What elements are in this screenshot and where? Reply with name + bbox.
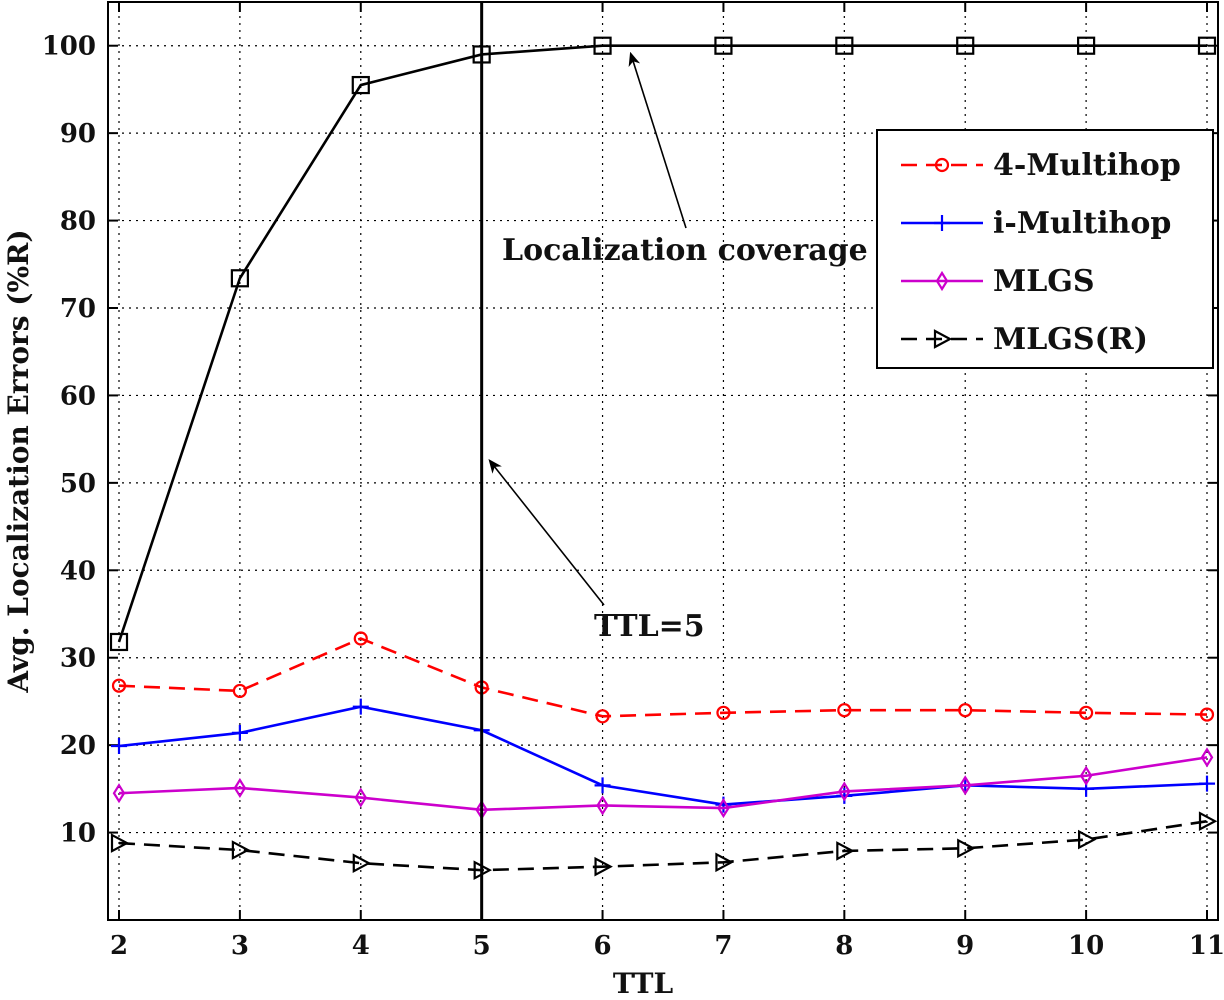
data-point-mlgs-r bbox=[1078, 829, 1097, 850]
legend-marker-mlgs-r bbox=[933, 329, 953, 349]
series-mlgs bbox=[112, 747, 1214, 820]
x-tick-label: 11 bbox=[1189, 931, 1224, 961]
data-point-i-multihop bbox=[1199, 775, 1215, 792]
data-point-mlgs bbox=[112, 783, 126, 804]
data-point-mlgs bbox=[596, 795, 609, 816]
legend-box bbox=[876, 129, 1214, 369]
data-point-4-multihop bbox=[716, 705, 731, 720]
legend-item-mlgs-r: MLGS(R) bbox=[901, 322, 1148, 357]
data-point-4-multihop bbox=[837, 703, 852, 718]
data-point-localization-coverage bbox=[1197, 36, 1217, 55]
series-4-multihop bbox=[111, 631, 1215, 724]
y-tick-label: 40 bbox=[60, 556, 96, 586]
y-tick-label: 50 bbox=[60, 469, 96, 499]
legend: 4-Multihop i-Multihop MLGS MLGS(R) bbox=[876, 129, 1214, 369]
data-point-localization-coverage bbox=[956, 36, 975, 55]
x-tick-label: 8 bbox=[835, 931, 853, 961]
y-axis-label: Avg. Localization Errors (%R) bbox=[2, 229, 35, 693]
legend-item-4-multihop: 4-Multihop bbox=[901, 148, 1181, 183]
data-point-mlgs-r bbox=[957, 838, 976, 859]
data-point-localization-coverage bbox=[1077, 36, 1096, 55]
series-line-i-multihop bbox=[118, 705, 1208, 806]
series-line-localization-coverage bbox=[117, 44, 1207, 643]
x-tick-label: 2 bbox=[110, 931, 128, 961]
data-point-4-multihop bbox=[232, 683, 247, 699]
data-point-4-multihop bbox=[958, 703, 973, 718]
data-point-i-multihop bbox=[231, 724, 248, 741]
data-point-mlgs-r bbox=[836, 841, 855, 861]
data-point-4-multihop bbox=[353, 631, 368, 646]
series-i-multihop bbox=[111, 698, 1215, 813]
series-line-mlgs bbox=[118, 756, 1208, 812]
legend-marker-mlgs bbox=[935, 270, 949, 292]
x-tick-label: 5 bbox=[473, 931, 491, 961]
x-tick-label: 10 bbox=[1068, 931, 1104, 961]
y-tick-label: 20 bbox=[60, 731, 96, 761]
legend-marker-i-multihop bbox=[934, 215, 950, 231]
coverage-annotation-label: Localization coverage bbox=[502, 233, 868, 268]
legend-label-4-multihop: 4-Multihop bbox=[993, 148, 1181, 183]
coverage-arrow bbox=[628, 51, 687, 229]
x-tick-label: 6 bbox=[594, 931, 612, 961]
x-tick-label: 3 bbox=[231, 931, 249, 961]
ttl-annotation-label: TTL=5 bbox=[594, 609, 705, 644]
annotation-layer: Localization coverage TTL=5 bbox=[480, 2, 868, 920]
legend-label-mlgs: MLGS bbox=[993, 264, 1095, 299]
x-tick-label: 7 bbox=[714, 931, 732, 961]
y-tick-label: 30 bbox=[60, 644, 96, 674]
data-point-localization-coverage bbox=[593, 36, 612, 55]
data-point-mlgs bbox=[958, 775, 972, 796]
y-tick-label: 100 bbox=[42, 32, 96, 62]
data-point-mlgs bbox=[233, 777, 247, 799]
x-tick-label: 4 bbox=[352, 931, 370, 961]
y-tick-label: 10 bbox=[60, 819, 96, 849]
data-point-mlgs-r bbox=[231, 840, 251, 860]
data-point-mlgs bbox=[354, 787, 368, 808]
legend-label-mlgs-r: MLGS(R) bbox=[993, 322, 1148, 357]
plot-frame bbox=[107, 1, 1219, 921]
data-point-mlgs-r bbox=[352, 853, 372, 874]
x-axis-label: TTL bbox=[613, 967, 674, 1000]
series-line-4-multihop bbox=[118, 637, 1208, 718]
data-point-i-multihop bbox=[594, 777, 611, 794]
y-tick-label: 90 bbox=[60, 119, 96, 149]
series-line-mlgs-r bbox=[118, 819, 1208, 872]
data-point-mlgs-r bbox=[110, 833, 130, 853]
legend-item-i-multihop: i-Multihop bbox=[901, 206, 1171, 241]
data-point-4-multihop bbox=[1199, 707, 1215, 722]
data-point-mlgs bbox=[1079, 765, 1093, 786]
data-point-mlgs bbox=[1200, 747, 1214, 768]
data-point-mlgs bbox=[838, 781, 851, 802]
data-point-i-multihop bbox=[352, 698, 369, 715]
series-layer bbox=[109, 36, 1218, 880]
x-tick-label: 9 bbox=[956, 931, 974, 961]
data-point-mlgs-r bbox=[594, 856, 613, 877]
y-tick-label: 80 bbox=[60, 207, 96, 237]
data-point-4-multihop bbox=[1079, 705, 1094, 720]
y-tick-label: 70 bbox=[60, 294, 96, 324]
data-point-4-multihop bbox=[111, 678, 127, 693]
data-point-i-multihop bbox=[111, 738, 127, 755]
data-point-localization-coverage bbox=[230, 269, 249, 288]
legend-label-i-multihop: i-Multihop bbox=[993, 206, 1171, 241]
series-mlgs-r bbox=[110, 811, 1218, 880]
legend-item-mlgs: MLGS bbox=[901, 264, 1095, 299]
data-point-localization-coverage bbox=[714, 36, 733, 55]
data-point-localization-coverage bbox=[351, 75, 370, 95]
ttl-arrow bbox=[488, 459, 605, 606]
y-tick-label: 60 bbox=[60, 381, 96, 411]
legend-marker-4-multihop bbox=[934, 157, 950, 173]
data-point-mlgs-r bbox=[1198, 811, 1218, 832]
data-point-localization-coverage bbox=[835, 36, 854, 55]
data-point-mlgs-r bbox=[715, 852, 734, 873]
data-point-mlgs bbox=[717, 798, 730, 819]
data-point-localization-coverage bbox=[109, 632, 129, 652]
data-point-4-multihop bbox=[595, 709, 610, 724]
